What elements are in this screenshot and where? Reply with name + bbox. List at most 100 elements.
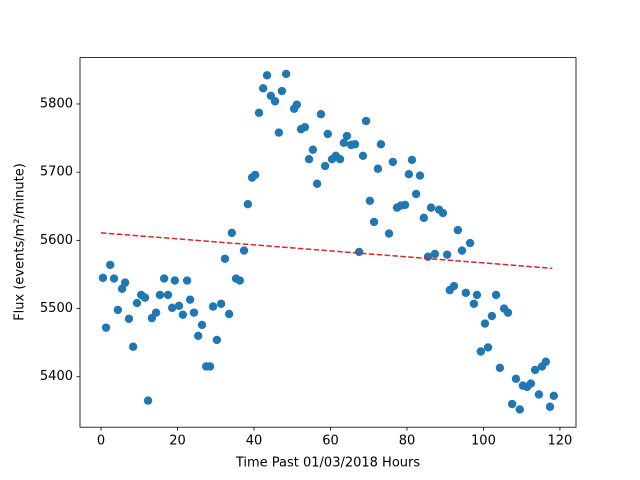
data-point (274, 128, 284, 137)
data-point (227, 228, 237, 238)
data-point (98, 273, 108, 283)
data-point (320, 161, 330, 171)
data-point (277, 86, 287, 96)
data-point (358, 151, 368, 160)
data-point (549, 391, 559, 401)
data-point (270, 97, 280, 106)
data-point (101, 323, 111, 332)
data-point (373, 164, 383, 173)
data-point (197, 320, 207, 330)
plot-frame (79, 57, 577, 428)
data-point (258, 84, 268, 93)
y-tick-label: 5400 (40, 369, 73, 384)
data-point (350, 140, 360, 149)
data-point (534, 390, 544, 399)
data-point (208, 302, 218, 311)
data-point (491, 290, 501, 300)
data-point (472, 290, 482, 300)
data-point (438, 208, 448, 218)
data-point (415, 171, 425, 180)
data-point (407, 155, 417, 165)
data-point (239, 246, 249, 255)
data-point (170, 276, 180, 285)
data-point (124, 314, 134, 323)
data-point (388, 157, 398, 167)
data-point (457, 246, 467, 255)
data-point (526, 379, 536, 388)
data-point (419, 213, 428, 223)
data-point (339, 138, 349, 148)
data-point (503, 308, 513, 317)
x-tick-label: 60 (322, 434, 339, 449)
data-point (178, 310, 188, 319)
y-tick-label: 5800 (40, 96, 73, 111)
data-point (495, 363, 505, 373)
x-tick-label: 120 (548, 434, 573, 449)
data-point (254, 108, 264, 118)
data-point (354, 247, 364, 257)
data-point (469, 299, 479, 308)
data-point (400, 200, 410, 210)
data-point (465, 238, 475, 248)
data-point (250, 170, 260, 180)
data-point (220, 254, 230, 263)
data-point (335, 155, 345, 164)
data-point (365, 196, 375, 206)
data-point (515, 405, 524, 414)
data-point (140, 293, 150, 302)
y-tick-label: 5700 (40, 165, 73, 180)
data-point (476, 347, 485, 356)
data-point (281, 69, 291, 79)
data-point (106, 260, 115, 270)
data-point (300, 122, 310, 132)
data-point (369, 217, 379, 227)
data-point (193, 331, 203, 341)
data-point (235, 276, 245, 285)
data-point (109, 274, 119, 283)
data-point (159, 274, 169, 283)
data-point (530, 365, 540, 375)
data-point (453, 225, 463, 235)
data-point (167, 303, 177, 313)
data-point (541, 357, 550, 366)
x-axis-label: Time Past 01/03/2018 Hours (235, 456, 421, 471)
x-tick-label: 40 (246, 434, 263, 449)
data-point (189, 308, 199, 317)
data-point (182, 276, 192, 285)
data-point (205, 362, 215, 371)
data-point (411, 189, 421, 199)
data-point (216, 299, 226, 308)
data-point (212, 335, 222, 345)
y-axis-label: Flux (events/m²/minute) (13, 163, 28, 321)
data-point (155, 290, 165, 300)
x-tick-label: 0 (97, 434, 105, 449)
data-point (185, 295, 195, 304)
data-point (143, 396, 153, 405)
data-point (430, 249, 440, 259)
data-point (113, 305, 123, 315)
data-point (483, 343, 493, 352)
data-point (404, 170, 414, 179)
data-point (128, 342, 138, 351)
trend-line (100, 232, 553, 270)
data-point (292, 100, 302, 109)
data-point (426, 203, 436, 212)
data-point (316, 109, 326, 119)
data-point (384, 229, 394, 238)
data-point (312, 179, 322, 188)
data-point (304, 155, 314, 164)
data-point (174, 301, 184, 311)
y-tick-label: 5600 (40, 233, 73, 248)
data-point (262, 71, 272, 80)
data-point (308, 145, 318, 154)
x-tick-label: 20 (169, 434, 186, 449)
data-point (480, 319, 490, 328)
data-point (323, 129, 333, 139)
data-point (342, 131, 352, 141)
data-point (487, 311, 497, 321)
data-point (449, 281, 459, 291)
data-point (376, 140, 386, 149)
data-point (224, 309, 234, 319)
data-point (442, 250, 452, 259)
